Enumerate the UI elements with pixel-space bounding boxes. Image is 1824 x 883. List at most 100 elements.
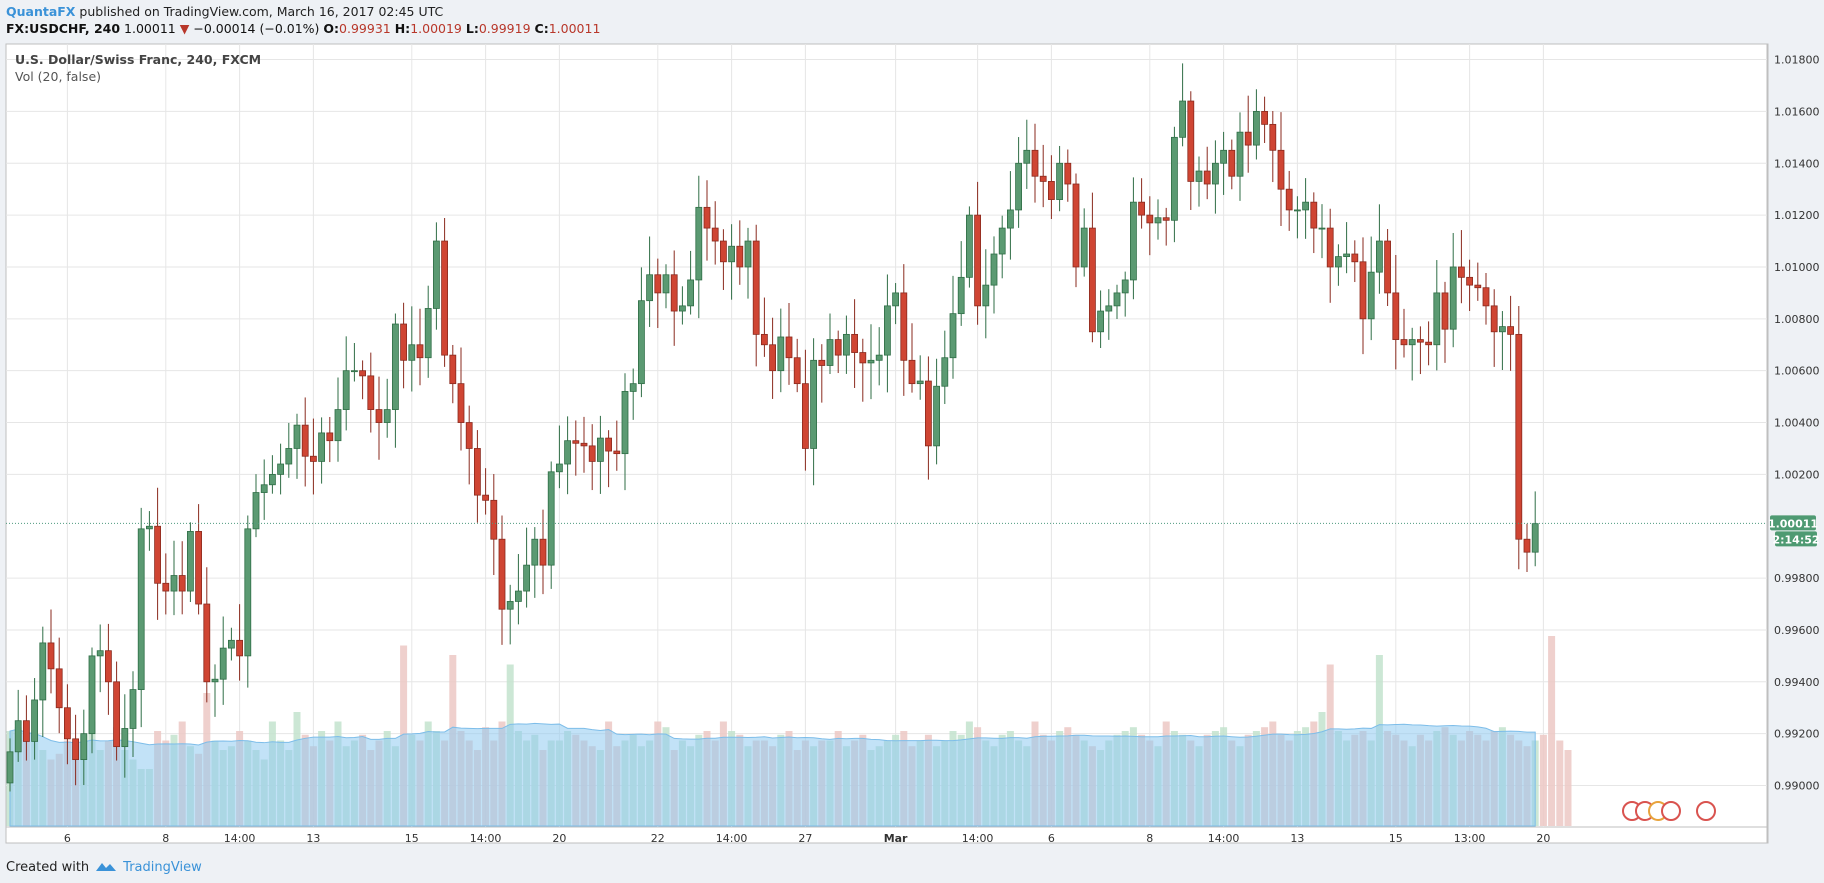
candle-body <box>227 639 235 649</box>
candle-body <box>244 528 252 657</box>
candle-body <box>137 528 145 690</box>
candle-body <box>1441 292 1449 330</box>
event-flag-icon[interactable] <box>1661 801 1681 821</box>
candle-body <box>1294 209 1301 212</box>
candle-body <box>31 699 39 742</box>
time-tick-label: 14:00 <box>1208 832 1240 845</box>
candle-body <box>219 647 227 680</box>
volume-bar <box>1539 734 1547 826</box>
last-price: 1.00011 <box>124 21 176 36</box>
candle-body <box>416 344 424 359</box>
chart-legend-title: U.S. Dollar/Swiss Franc, 240, FXCM <box>15 52 261 67</box>
candle-body <box>802 383 809 449</box>
candle-body <box>892 292 899 307</box>
candle-body <box>711 227 719 242</box>
candle-body <box>621 391 629 455</box>
candle-body <box>1179 100 1186 138</box>
candle-body <box>342 370 350 410</box>
candle-body <box>293 424 301 449</box>
price-tick-label: 1.00200 <box>1774 468 1820 481</box>
down-arrow-icon: ▼ <box>179 21 190 36</box>
time-tick-label: Mar <box>884 832 908 845</box>
candle-body <box>1039 175 1047 182</box>
candle-body <box>1285 188 1293 211</box>
candle-body <box>301 424 309 457</box>
time-tick-label: 8 <box>162 832 169 845</box>
candle-body <box>359 370 367 377</box>
candle-body <box>113 681 120 748</box>
price-tick-label: 1.00600 <box>1774 365 1820 378</box>
event-flag-icon[interactable] <box>1696 801 1716 821</box>
candle-body <box>1261 111 1268 125</box>
candle-body <box>1392 292 1400 340</box>
candlestick-series <box>6 63 1539 792</box>
countdown-tag-bg <box>1775 531 1817 547</box>
time-tick-label: 20 <box>1536 832 1550 845</box>
candle-body <box>1121 279 1129 294</box>
candle-body <box>318 432 326 462</box>
chart-grid <box>6 44 1767 827</box>
candle-body <box>1187 100 1195 182</box>
candle-body <box>350 370 358 373</box>
candle-body <box>884 305 891 356</box>
candle-body <box>64 707 71 740</box>
price-tick-label: 1.01800 <box>1774 54 1820 67</box>
tradingview-link[interactable]: TradingView <box>123 859 202 875</box>
candle-body <box>818 359 826 366</box>
candle-body <box>1130 201 1137 281</box>
price-axis[interactable]: 1.01800 1.01600 1.01400 1.01200 1.01000 1.008… <box>1774 54 1820 793</box>
time-axis[interactable]: 6 8 14:00 13 15 14:00 20 22 14:00 27 Mar 14:00 6 8 14:… <box>64 832 1551 845</box>
candle-body <box>80 733 88 760</box>
high-label: H: <box>394 21 411 36</box>
candle-body <box>1171 136 1178 221</box>
candle-body <box>1162 217 1170 221</box>
candle-body <box>252 492 260 530</box>
candle-body <box>22 720 30 742</box>
event-markers[interactable] <box>1622 801 1716 821</box>
quote-line: FX:USDCHF, 240 1.00011 ▼ −0.00014 (−0.01… <box>6 21 600 37</box>
candle-body <box>1023 149 1031 164</box>
candle-body <box>1425 341 1432 346</box>
candle-body <box>662 274 670 294</box>
publisher-name[interactable]: QuantaFX <box>6 4 76 19</box>
price-tick-label: 1.01200 <box>1774 209 1820 222</box>
candle-body <box>974 214 981 307</box>
price-tick-label: 1.01000 <box>1774 261 1820 274</box>
candle-body <box>982 284 990 307</box>
price-tick-label: 0.99400 <box>1774 676 1820 689</box>
candle-body <box>900 292 908 361</box>
candle-body <box>1515 333 1523 540</box>
candle-body <box>465 422 473 449</box>
candle-body <box>670 274 678 312</box>
candle-body <box>629 383 637 392</box>
candle-body <box>1236 131 1244 177</box>
candle-body <box>1064 162 1072 185</box>
candle-body <box>1531 523 1539 553</box>
candle-body <box>777 336 785 372</box>
candle-body <box>1367 271 1375 320</box>
candle-body <box>605 437 612 452</box>
candle-body <box>506 601 514 610</box>
candle-body <box>851 333 858 353</box>
low-label: L: <box>465 21 479 36</box>
volume-bar <box>1548 636 1556 826</box>
candle-body <box>1154 217 1162 224</box>
candle-body <box>39 642 47 701</box>
candle-body <box>744 240 752 268</box>
price-tick-label: 0.99600 <box>1774 624 1820 637</box>
candle-body <box>638 300 645 385</box>
candle-body <box>285 448 293 465</box>
candle-body <box>990 253 998 286</box>
open-label: O: <box>323 21 340 36</box>
candle-body <box>933 385 940 447</box>
published-text: published on TradingView.com, March 16, … <box>75 4 444 19</box>
candle-body <box>1351 253 1359 263</box>
candle-body <box>966 214 973 278</box>
time-tick-label: 14:00 <box>470 832 502 845</box>
time-tick-label: 13:00 <box>1454 832 1486 845</box>
candle-body <box>211 678 219 683</box>
symbol-label: FX:USDCHF, 240 <box>6 21 121 36</box>
candle-body <box>547 471 555 566</box>
last-price-tag: 1.00011 2:14:52 <box>1768 515 1820 547</box>
